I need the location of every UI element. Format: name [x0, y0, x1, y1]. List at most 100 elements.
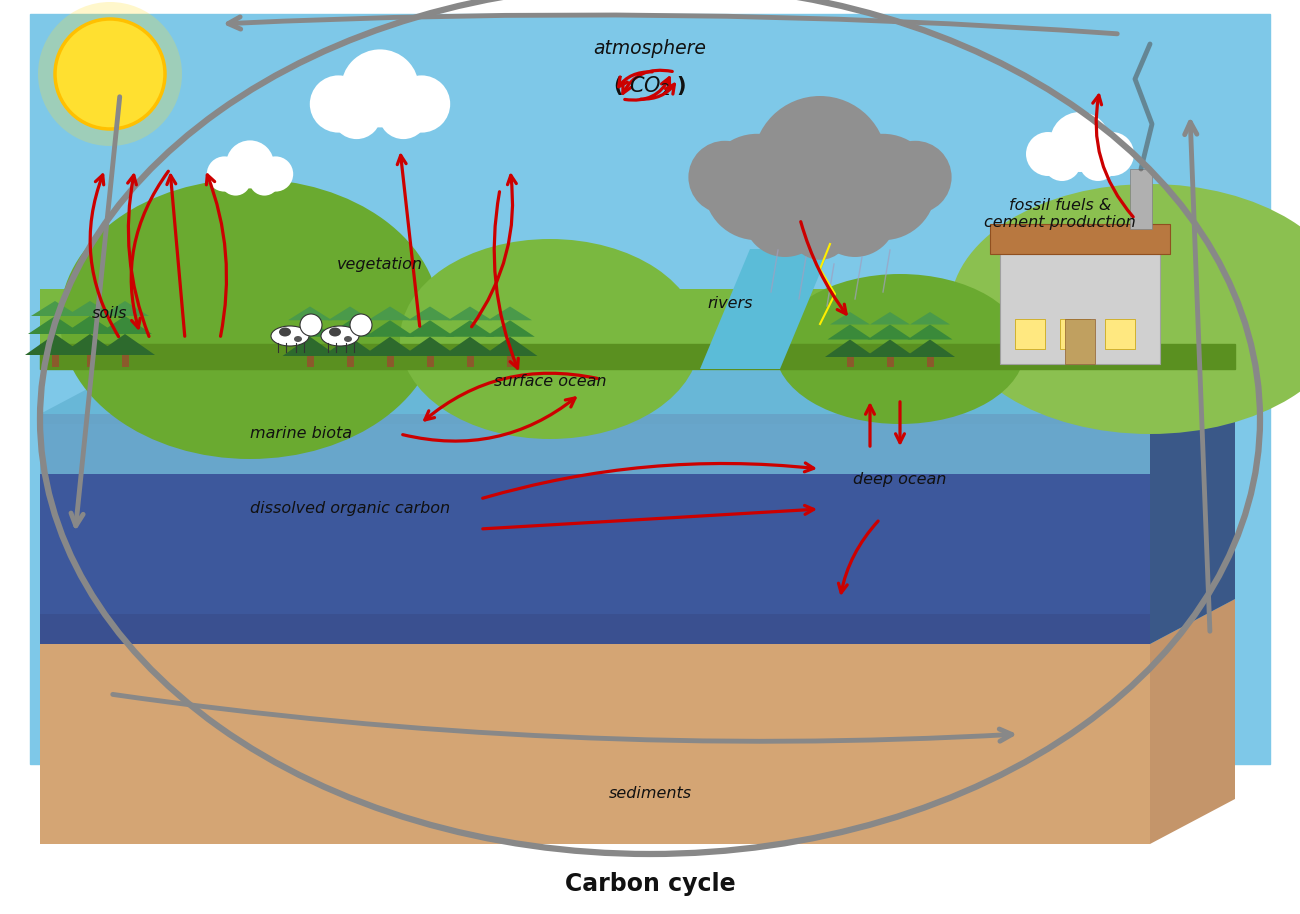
Text: soils: soils — [92, 306, 127, 322]
Bar — [386, 352, 394, 367]
Circle shape — [1043, 143, 1082, 181]
Polygon shape — [446, 320, 495, 336]
Bar — [1065, 319, 1095, 364]
Circle shape — [703, 133, 810, 240]
Polygon shape — [363, 336, 417, 356]
Polygon shape — [25, 334, 84, 355]
Bar — [927, 353, 933, 367]
Circle shape — [744, 173, 827, 257]
Bar — [347, 352, 354, 367]
Bar — [1015, 319, 1045, 349]
Circle shape — [1079, 143, 1117, 181]
Polygon shape — [40, 414, 1150, 644]
Ellipse shape — [60, 179, 439, 459]
Ellipse shape — [280, 327, 291, 336]
Circle shape — [350, 314, 372, 336]
Circle shape — [812, 173, 897, 257]
Text: fossil fuels &
cement production: fossil fuels & cement production — [984, 197, 1136, 230]
Polygon shape — [406, 320, 455, 336]
Polygon shape — [40, 369, 1235, 414]
Circle shape — [221, 165, 251, 196]
Bar — [887, 353, 893, 367]
Polygon shape — [289, 306, 332, 320]
Circle shape — [207, 156, 242, 192]
Polygon shape — [29, 316, 82, 334]
Bar — [426, 352, 433, 367]
Bar — [87, 350, 94, 367]
Polygon shape — [322, 336, 377, 356]
Ellipse shape — [321, 326, 359, 346]
Bar — [1130, 169, 1152, 229]
Bar — [1105, 319, 1135, 349]
Polygon shape — [325, 320, 374, 336]
Ellipse shape — [294, 336, 302, 342]
Text: atmosphere: atmosphere — [594, 39, 706, 58]
Circle shape — [226, 141, 274, 188]
Text: surface ocean: surface ocean — [494, 374, 606, 388]
Polygon shape — [31, 301, 79, 316]
Polygon shape — [905, 339, 956, 357]
Bar — [52, 350, 58, 367]
Ellipse shape — [344, 336, 352, 342]
Circle shape — [378, 90, 428, 139]
Bar — [507, 352, 514, 367]
Text: sediments: sediments — [608, 787, 692, 802]
Ellipse shape — [775, 274, 1024, 424]
Polygon shape — [95, 334, 155, 355]
Polygon shape — [448, 306, 491, 320]
Polygon shape — [62, 316, 117, 334]
Circle shape — [753, 96, 887, 230]
Polygon shape — [98, 316, 152, 334]
Bar — [30, 14, 1270, 764]
Polygon shape — [829, 312, 870, 324]
Polygon shape — [482, 336, 537, 356]
Polygon shape — [826, 339, 875, 357]
Circle shape — [257, 156, 294, 192]
Ellipse shape — [329, 327, 341, 336]
Circle shape — [55, 19, 165, 129]
Polygon shape — [991, 224, 1170, 254]
Ellipse shape — [400, 239, 699, 439]
Bar — [40, 344, 1235, 369]
Circle shape — [38, 2, 182, 146]
Bar — [121, 350, 129, 367]
Polygon shape — [403, 336, 458, 356]
Polygon shape — [870, 312, 910, 324]
Polygon shape — [40, 289, 1235, 369]
Polygon shape — [282, 336, 338, 356]
Polygon shape — [408, 306, 452, 320]
Polygon shape — [1150, 369, 1235, 644]
Text: rivers: rivers — [707, 296, 753, 312]
Bar — [1060, 319, 1089, 349]
Ellipse shape — [950, 184, 1300, 434]
Circle shape — [393, 75, 450, 133]
Circle shape — [332, 90, 381, 139]
Polygon shape — [864, 339, 915, 357]
Circle shape — [689, 141, 762, 214]
Polygon shape — [40, 414, 1150, 474]
Circle shape — [829, 133, 936, 240]
Circle shape — [1089, 132, 1134, 176]
Polygon shape — [442, 336, 498, 356]
Bar — [1000, 254, 1160, 364]
Polygon shape — [40, 644, 1150, 844]
Polygon shape — [907, 324, 953, 339]
Polygon shape — [488, 306, 532, 320]
Circle shape — [1050, 112, 1110, 172]
Polygon shape — [66, 301, 114, 316]
Text: deep ocean: deep ocean — [853, 472, 946, 486]
Circle shape — [309, 75, 367, 133]
Polygon shape — [285, 320, 335, 336]
Circle shape — [879, 141, 952, 214]
Polygon shape — [828, 324, 872, 339]
Text: vegetation: vegetation — [337, 257, 422, 271]
Polygon shape — [867, 324, 913, 339]
Polygon shape — [60, 334, 120, 355]
Polygon shape — [485, 320, 534, 336]
Polygon shape — [101, 301, 150, 316]
Circle shape — [789, 198, 850, 260]
Bar — [307, 352, 313, 367]
Polygon shape — [365, 320, 415, 336]
Circle shape — [341, 49, 419, 127]
Polygon shape — [368, 306, 412, 320]
